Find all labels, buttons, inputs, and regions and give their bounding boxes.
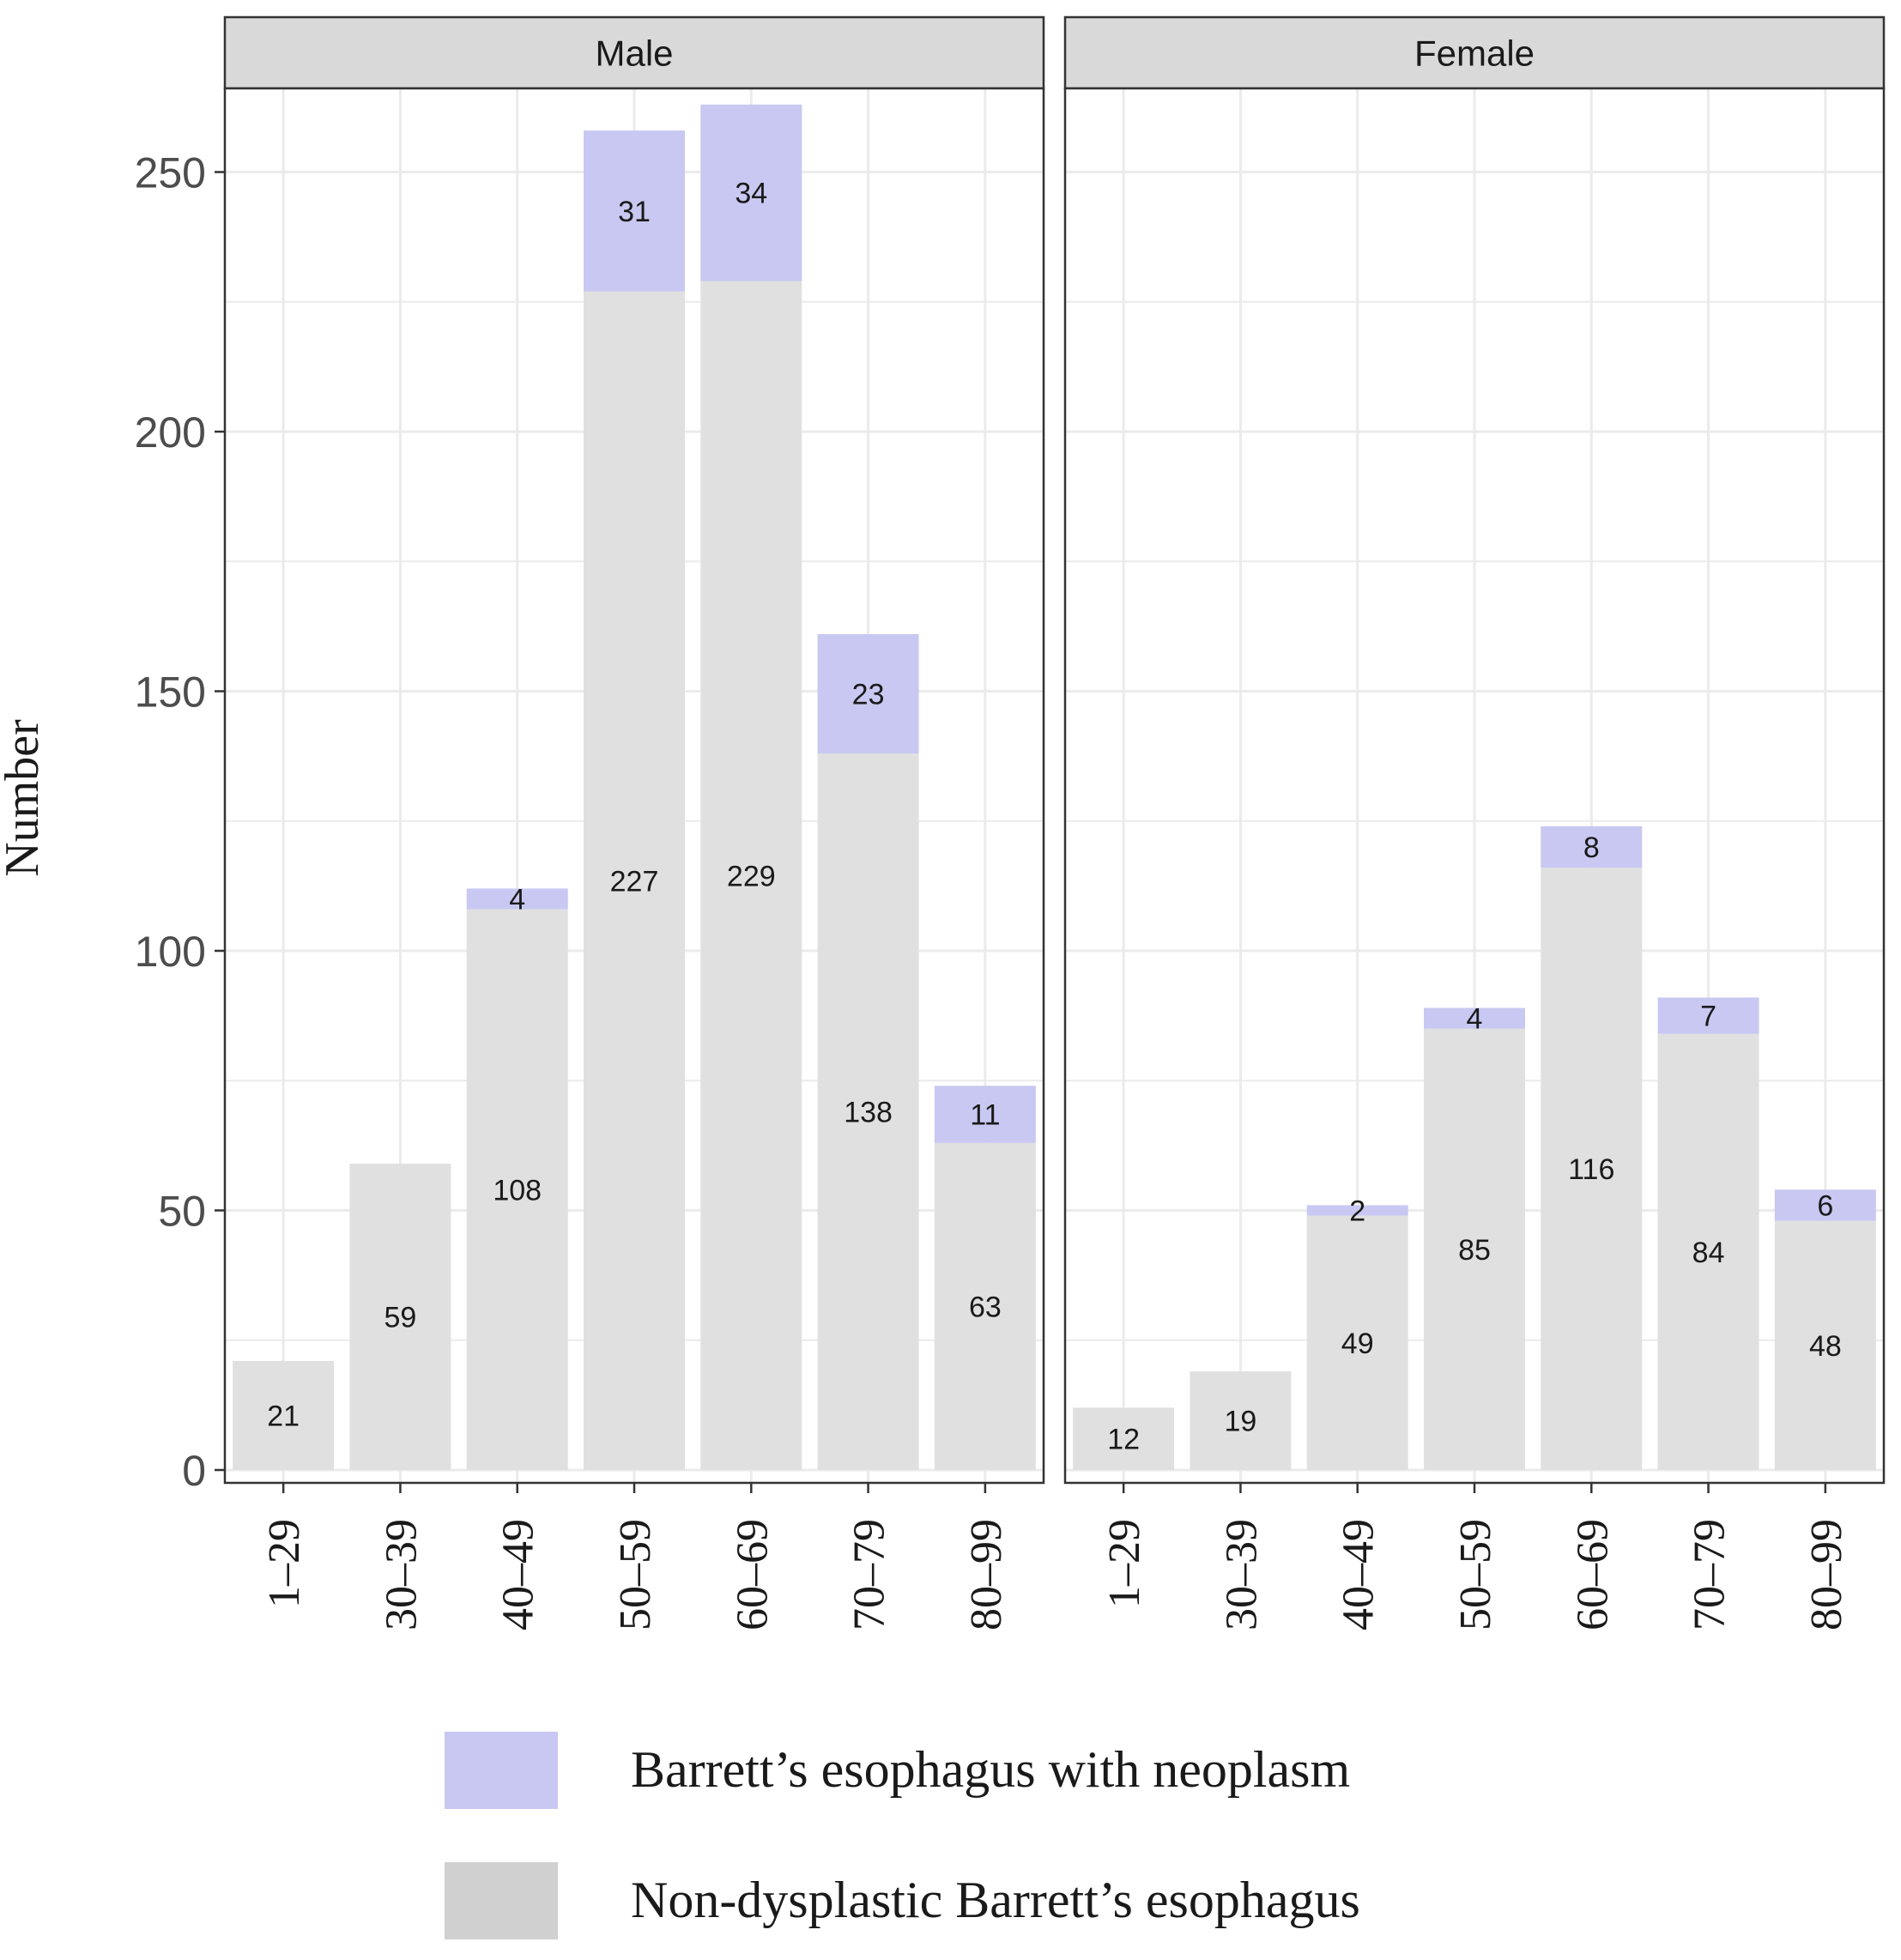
bar-neoplasm	[1306, 1205, 1408, 1216]
x-tick-label: 40–49	[1335, 1519, 1383, 1630]
x-tick-label: 30–39	[1217, 1519, 1266, 1630]
legend-label-neoplasm: Barrett’s esophagus with neoplasm	[631, 1741, 1350, 1798]
x-tick-label: 70–79	[1686, 1519, 1735, 1630]
bar-nondysplastic	[1190, 1371, 1292, 1470]
data-label: 84	[1692, 1237, 1725, 1269]
bar-neoplasm	[1774, 1189, 1876, 1221]
x-tick-label: 60–69	[1568, 1519, 1617, 1630]
bar-nondysplastic	[934, 1142, 1036, 1470]
x-tick-label: 50–59	[611, 1519, 660, 1630]
data-label: 34	[735, 178, 767, 210]
bar-neoplasm	[1541, 826, 1643, 868]
panels: Male 21 59 108 4 227 31 229 34 138 23 63 11 1–29 30–39…	[135, 15, 1886, 1630]
y-tick-label: 200	[135, 408, 206, 457]
data-label: 227	[610, 865, 659, 898]
data-label: 8	[1583, 832, 1600, 864]
data-label: 229	[727, 860, 776, 892]
data-label: 85	[1458, 1234, 1491, 1267]
bar-nondysplastic	[1306, 1215, 1408, 1470]
data-label: 48	[1809, 1330, 1842, 1363]
bar-neoplasm	[1657, 997, 1759, 1034]
bar-nondysplastic	[584, 291, 685, 1470]
bar-nondysplastic	[349, 1164, 451, 1470]
legend-label-nondysplastic: Non-dysplastic Barrett’s esophagus	[631, 1872, 1360, 1928]
bar-neoplasm	[700, 104, 802, 281]
bar-neoplasm	[817, 633, 919, 754]
legend: Barrett’s esophagus with neoplasm Non-dys…	[445, 1732, 1360, 1939]
panel-female: Female 12 19 49 2 85 4 116 8 84 7 48 6 1–29 30–39 40–49…	[1063, 15, 1886, 1630]
x-tick-label: 80–99	[1802, 1519, 1851, 1630]
panel-strip	[1063, 15, 1886, 90]
panel-title: Female	[1414, 33, 1535, 74]
bar-neoplasm	[1424, 1007, 1525, 1029]
data-label: 23	[852, 679, 885, 711]
data-label: 4	[509, 884, 525, 916]
data-label: 21	[267, 1400, 300, 1432]
panel-title: Male	[595, 33, 673, 74]
bar-neoplasm	[934, 1086, 1036, 1143]
data-label: 138	[844, 1097, 893, 1129]
data-label: 108	[493, 1174, 542, 1207]
legend-swatch-neoplasm	[445, 1732, 558, 1809]
x-tick-label: 50–59	[1451, 1519, 1500, 1630]
bar-nondysplastic	[233, 1360, 335, 1470]
data-label: 31	[618, 196, 651, 228]
bar-nondysplastic	[1541, 868, 1643, 1470]
data-label: 19	[1225, 1406, 1257, 1438]
x-tick-label: 60–69	[728, 1519, 777, 1630]
bar-neoplasm	[466, 888, 568, 910]
y-tick-label: 250	[135, 149, 206, 197]
data-label: 4	[1467, 1003, 1483, 1036]
data-label: 11	[970, 1099, 1000, 1132]
y-axis-label: Number	[0, 719, 49, 877]
y-tick-label: 50	[158, 1188, 206, 1236]
y-tick-label: 150	[135, 668, 206, 717]
x-tick-label: 80–99	[962, 1519, 1011, 1630]
data-label: 7	[1700, 1001, 1716, 1033]
data-label: 116	[1568, 1153, 1614, 1186]
bar-nondysplastic	[1657, 1033, 1759, 1470]
bar-nondysplastic	[466, 909, 568, 1470]
bar-nondysplastic	[817, 753, 919, 1470]
y-tick-label: 100	[135, 928, 206, 976]
bar-nondysplastic	[1774, 1220, 1876, 1470]
bar-nondysplastic	[1073, 1407, 1175, 1470]
bar-nondysplastic	[1424, 1028, 1525, 1470]
data-label: 59	[384, 1302, 417, 1334]
x-tick-label: 30–39	[377, 1519, 426, 1630]
x-tick-label: 1–29	[1100, 1519, 1149, 1608]
data-label: 49	[1341, 1328, 1374, 1360]
panel-male: Male 21 59 108 4 227 31 229 34 138 23 63 11 1–29 30–39…	[135, 15, 1045, 1630]
data-label: 63	[969, 1291, 1002, 1323]
y-tick-label: 0	[182, 1447, 206, 1495]
x-tick-label: 40–49	[494, 1519, 543, 1630]
x-tick-label: 70–79	[845, 1519, 894, 1630]
data-label: 6	[1817, 1189, 1833, 1222]
data-label: 2	[1349, 1195, 1365, 1228]
legend-swatch-nondysplastic	[445, 1862, 558, 1939]
x-tick-label: 1–29	[260, 1519, 309, 1608]
bar-nondysplastic	[700, 281, 802, 1470]
data-label: 12	[1107, 1424, 1140, 1456]
bar-neoplasm	[584, 130, 685, 292]
panel-strip	[223, 15, 1045, 90]
